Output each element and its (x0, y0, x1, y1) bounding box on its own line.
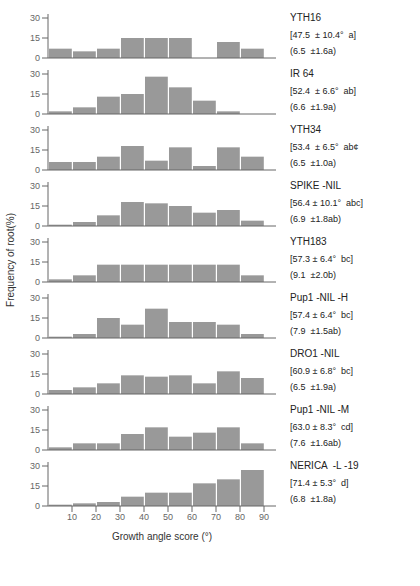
html-text:(6.5 ±1.9a): (6.5 ±1.9a) (290, 381, 336, 392)
html-text:YTH34: YTH34 (290, 124, 322, 135)
html-text:SPIKE -NIL: SPIKE -NIL (290, 180, 342, 191)
html-text:[53.4 ± 6.5° ab¢: [53.4 ± 6.5° ab¢ (290, 141, 359, 152)
html-text:(6.5 ±1.0a): (6.5 ±1.0a) (290, 157, 336, 168)
svg-text:15: 15 (30, 145, 40, 155)
svg-text:30: 30 (30, 293, 40, 303)
svg-text:30: 30 (30, 69, 40, 79)
html-text:[47.5 ± 10.4° a]: [47.5 ± 10.4° a] (290, 29, 357, 40)
html-text:(9.1 ±2.0b): (9.1 ±2.0b) (290, 269, 336, 280)
html-text:[52.4 ± 6.6° ab]: [52.4 ± 6.6° ab] (290, 85, 357, 96)
svg-text:0: 0 (35, 277, 40, 287)
html-text:Pup1 -NIL -M: Pup1 -NIL -M (290, 404, 350, 415)
html-text:Frequency of root(%): Frequency of root(%) (4, 213, 16, 307)
svg-text:0: 0 (35, 221, 40, 231)
svg-text:15: 15 (30, 369, 40, 379)
html-text:DRO1 -NIL: DRO1 -NIL (290, 348, 340, 359)
svg-text:0: 0 (35, 501, 40, 511)
svg-text:30: 30 (115, 512, 125, 522)
html-text:(6.6 ±1.9a): (6.6 ±1.9a) (290, 101, 336, 112)
svg-text:80: 80 (235, 512, 245, 522)
svg-text:15: 15 (30, 201, 40, 211)
svg-text:50: 50 (163, 512, 173, 522)
html-text:[71.4 ± 5.3° d]: [71.4 ± 5.3° d] (290, 477, 349, 488)
html-text:(6.9 ±1.8ab): (6.9 ±1.8ab) (290, 213, 341, 224)
svg-text:0: 0 (35, 445, 40, 455)
svg-text:70: 70 (211, 512, 221, 522)
svg-text:30: 30 (30, 237, 40, 247)
html-text:NERICA -L -19: NERICA -L -19 (290, 460, 359, 471)
svg-text:60: 60 (187, 512, 197, 522)
svg-text:20: 20 (91, 512, 101, 522)
html-text:(7.9 ±1.5ab): (7.9 ±1.5ab) (290, 325, 341, 336)
html-text:IR 64: IR 64 (290, 68, 314, 79)
html-text:(7.6 ±1.6ab): (7.6 ±1.6ab) (290, 437, 341, 448)
svg-text:0: 0 (35, 165, 40, 175)
svg-text:30: 30 (30, 349, 40, 359)
svg-text:15: 15 (30, 313, 40, 323)
html-text:[60.9 ± 6.8° bc]: [60.9 ± 6.8° bc] (290, 365, 354, 376)
svg-text:30: 30 (30, 461, 40, 471)
html-text:YTH16: YTH16 (290, 12, 322, 23)
svg-text:30: 30 (30, 405, 40, 415)
html-text:[57.3 ± 6.4° bc]: [57.3 ± 6.4° bc] (290, 253, 354, 264)
svg-text:15: 15 (30, 33, 40, 43)
svg-text:0: 0 (35, 333, 40, 343)
svg-text:30: 30 (30, 13, 40, 23)
svg-text:15: 15 (30, 257, 40, 267)
html-text:(6.5 ±1.6a): (6.5 ±1.6a) (290, 45, 336, 56)
html-text:[57.4 ± 6.4° bc]: [57.4 ± 6.4° bc] (290, 309, 354, 320)
svg-text:90: 90 (259, 512, 269, 522)
svg-text:15: 15 (30, 89, 40, 99)
svg-text:15: 15 (30, 425, 40, 435)
svg-text:15: 15 (30, 481, 40, 491)
svg-text:10: 10 (67, 512, 77, 522)
svg-text:0: 0 (35, 109, 40, 119)
svg-text:30: 30 (30, 125, 40, 135)
html-text:Pup1 -NIL -H: Pup1 -NIL -H (290, 292, 348, 303)
svg-text:0: 0 (35, 389, 40, 399)
html-text:YTH183: YTH183 (290, 236, 327, 247)
svg-text:Growth angle score (°): Growth angle score (°) (112, 531, 212, 542)
html-text:[56.4 ± 10.1° abc]: [56.4 ± 10.1° abc] (290, 197, 364, 208)
html-text:[63.0 ± 8.3° cd]: [63.0 ± 8.3° cd] (290, 421, 354, 432)
svg-text:0: 0 (35, 53, 40, 63)
svg-text:40: 40 (139, 512, 149, 522)
svg-text:30: 30 (30, 181, 40, 191)
html-text:(6.8 ±1.8a): (6.8 ±1.8a) (290, 493, 336, 504)
